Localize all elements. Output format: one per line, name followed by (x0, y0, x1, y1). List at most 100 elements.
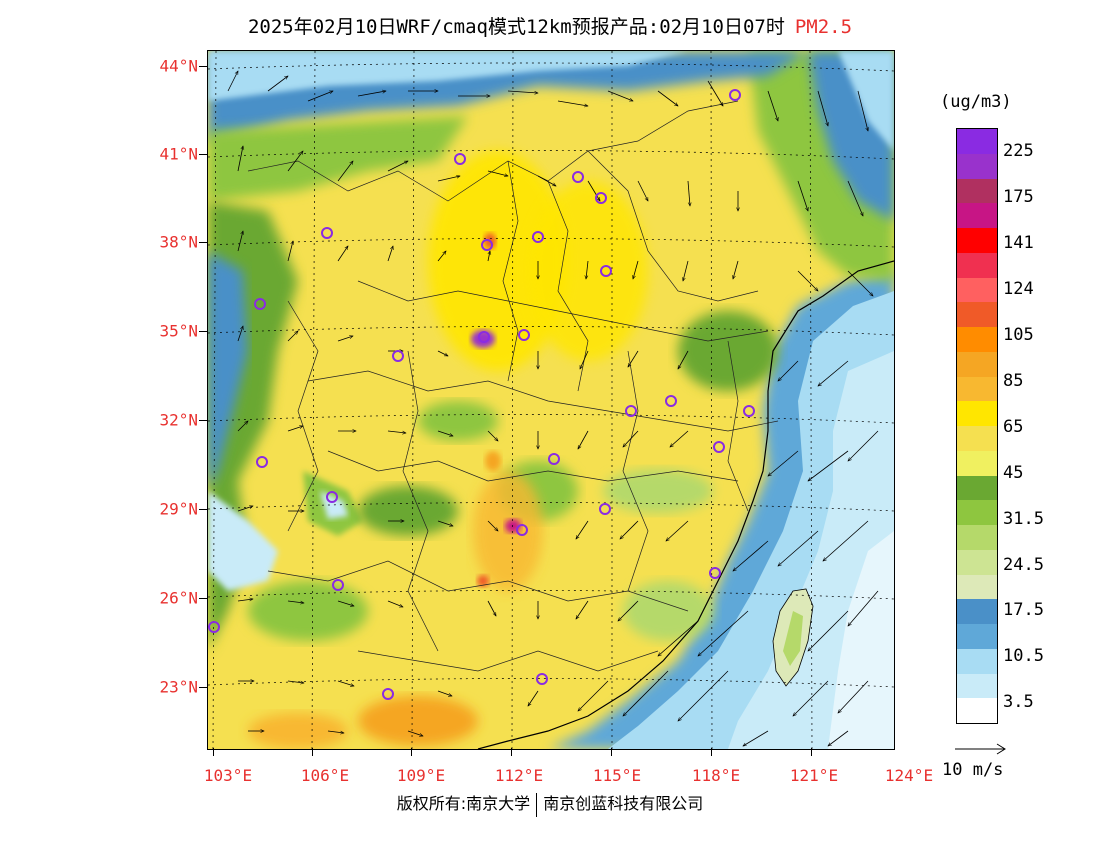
color-bar (956, 128, 998, 724)
pollutant-label: PM2.5 (794, 16, 853, 38)
legend-label: 65 (1003, 417, 1024, 437)
legend-label: 24.5 (1003, 555, 1044, 575)
lat-label-26: 26°N (159, 588, 198, 608)
lon-label-103: 103°E (203, 766, 253, 785)
color-bar-segment (957, 450, 997, 476)
forecast-map[interactable] (207, 50, 895, 750)
color-bar-segment (957, 252, 997, 278)
city-marker[interactable] (332, 579, 344, 591)
north-light (208, 51, 688, 101)
lon-label-109: 109°E (396, 766, 446, 785)
footer-divider (536, 792, 538, 817)
west-blue (208, 251, 248, 491)
color-bar-segment (957, 178, 997, 204)
color-bar-segment (957, 624, 997, 649)
wind-reference-arrow (955, 743, 1006, 755)
lon-label-124: 124°E (884, 766, 934, 785)
city-marker[interactable] (518, 329, 530, 341)
color-bar-segment (957, 500, 997, 525)
lat-tick (199, 66, 207, 67)
color-bar-segment (957, 698, 997, 723)
color-bar-segment (957, 228, 997, 253)
map-canvas (208, 51, 894, 749)
city-marker[interactable] (536, 673, 548, 685)
lat-tick (199, 509, 207, 510)
lat-tick (199, 687, 207, 688)
lat-label-38: 38°N (159, 232, 198, 252)
city-marker[interactable] (665, 395, 677, 407)
lat-label-41: 41°N (159, 144, 198, 164)
lat-label-23: 23°N (159, 677, 198, 697)
city-marker[interactable] (382, 688, 394, 700)
legend-unit: (ug/m3) (940, 92, 1012, 112)
city-marker[interactable] (625, 405, 637, 417)
lat-label-29: 29°N (159, 499, 198, 519)
lon-tick (312, 748, 313, 756)
city-marker[interactable] (600, 265, 612, 277)
peak-spot-5 (485, 451, 501, 471)
city-marker[interactable] (516, 524, 528, 536)
map-title: 2025年02月10日WRF/cmaq模式12km预报产品:02月10日07时 P… (0, 12, 1100, 39)
color-bar-segment (957, 549, 997, 575)
city-marker[interactable] (729, 89, 741, 101)
color-bar-segment (957, 673, 997, 699)
legend-label: 17.5 (1003, 600, 1044, 620)
patch-green-3 (603, 469, 713, 513)
lon-tick (811, 748, 812, 756)
city-marker[interactable] (326, 491, 338, 503)
lon-label-115: 115°E (592, 766, 642, 785)
city-marker[interactable] (709, 567, 721, 579)
legend-label: 225 (1003, 141, 1034, 161)
city-marker[interactable] (548, 453, 560, 465)
city-marker[interactable] (478, 331, 490, 343)
west-light (208, 491, 278, 591)
city-marker[interactable] (713, 441, 725, 453)
city-marker[interactable] (256, 456, 268, 468)
lat-tick (199, 154, 207, 155)
city-marker[interactable] (481, 239, 493, 251)
color-bar-segment (957, 475, 997, 501)
color-bar-segment (957, 426, 997, 451)
patch-green-5 (418, 401, 498, 441)
city-marker[interactable] (572, 171, 584, 183)
hot-spot-south (358, 696, 478, 746)
color-bar-segment (957, 277, 997, 303)
lon-tick (213, 748, 214, 756)
lon-label-112: 112°E (494, 766, 544, 785)
copyright-footer: 版权所有:南京大学 南京创蓝科技有限公司 (0, 790, 1100, 817)
lon-label-106: 106°E (300, 766, 350, 785)
legend-label: 124 (1003, 279, 1034, 299)
color-bar-segment (957, 574, 997, 600)
taiwan-interior (783, 611, 803, 666)
legend-label: 45 (1003, 463, 1024, 483)
city-marker[interactable] (532, 231, 544, 243)
city-marker[interactable] (599, 503, 611, 515)
lat-label-35: 35°N (159, 321, 198, 341)
city-marker[interactable] (454, 153, 466, 165)
hot-band-central (428, 151, 568, 371)
lon-tick (711, 748, 712, 756)
northeast-light (838, 51, 894, 151)
city-marker[interactable] (743, 405, 755, 417)
patch-green-6 (248, 581, 368, 641)
color-bar-segment (957, 203, 997, 228)
patch-green-4 (678, 311, 778, 391)
color-bar-segment (957, 129, 997, 154)
city-marker[interactable] (254, 298, 266, 310)
city-marker[interactable] (595, 192, 607, 204)
city-marker[interactable] (321, 227, 333, 239)
lon-tick (611, 748, 612, 756)
wind-reference-label: 10 m/s (942, 760, 1004, 780)
patch-green-7 (623, 581, 713, 641)
copyright-left: 版权所有:南京大学 (396, 794, 531, 813)
province-boundaries (247, 100, 779, 672)
city-marker[interactable] (392, 350, 404, 362)
lat-label-32: 32°N (159, 410, 198, 430)
legend-label: 175 (1003, 187, 1034, 207)
legend-label: 105 (1003, 325, 1034, 345)
peak-spot-4 (477, 575, 489, 587)
copyright-right: 南京创蓝科技有限公司 (543, 794, 704, 813)
city-markers (208, 89, 755, 700)
color-bar-segment (957, 153, 997, 179)
city-marker[interactable] (208, 621, 220, 633)
